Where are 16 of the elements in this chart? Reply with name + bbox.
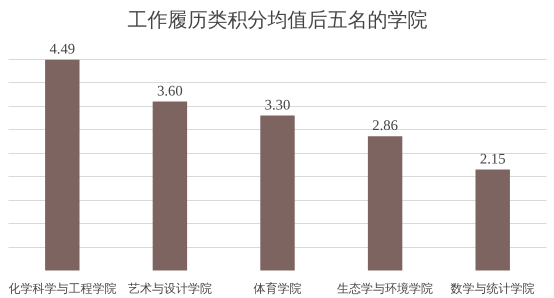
bar: [152, 101, 188, 270]
data-label: 2.86: [372, 118, 398, 134]
data-label: 4.49: [49, 42, 76, 58]
x-tick-label: 艺术与设计学院: [128, 282, 212, 296]
data-label: 3.30: [264, 98, 290, 114]
x-tick-label: 数学与统计学院: [450, 282, 535, 296]
data-label: 3.60: [157, 83, 183, 100]
x-tick-label: 体育学院: [254, 282, 302, 296]
bar: [368, 136, 402, 270]
data-label: 2.15: [480, 152, 506, 168]
bar: [475, 170, 510, 270]
chart-title: 工作履历类积分均值后五名的学院: [128, 8, 428, 32]
bar: [260, 116, 295, 270]
x-tick-label: 生态学与环境学院: [337, 282, 434, 296]
bar: [45, 60, 80, 270]
x-tick-label: 化学科学与工程学院: [8, 282, 116, 296]
